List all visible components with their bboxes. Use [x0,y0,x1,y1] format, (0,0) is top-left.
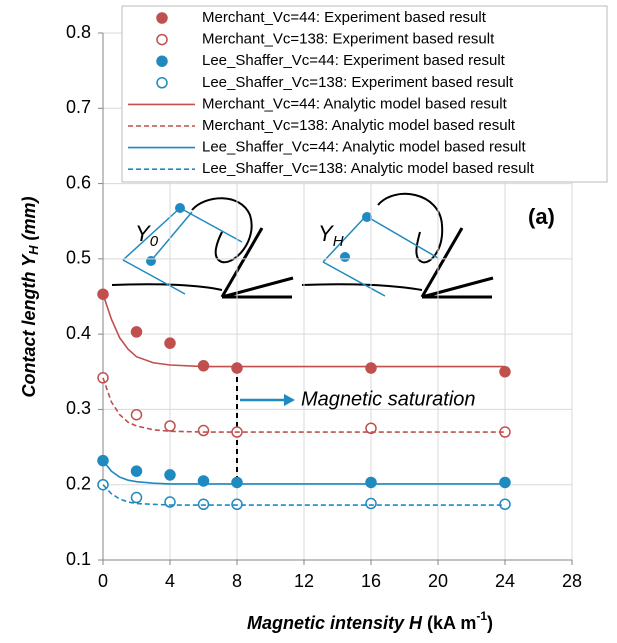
data-point [164,337,176,349]
x-axis-title-part: (kA m [422,613,476,633]
x-axis-title-part: Magnetic intensity H [247,613,423,633]
panel-label: (a) [528,204,555,229]
y-tick-label: 0.5 [66,248,91,268]
y-tick-label: 0.8 [66,22,91,42]
x-tick-label: 16 [361,571,381,591]
y-tick-label: 0.6 [66,172,91,192]
y-axis-title-part: Contact length Y [19,253,39,398]
legend-box [121,5,608,183]
data-point [365,476,377,489]
inset-sketch [111,192,494,299]
inset-label-part: Y [135,221,151,246]
inset-label-part: Y [318,221,334,246]
legend-label: Lee_Shaffer_Vc=44: Experiment based resu… [202,52,506,69]
y-tick-label: 0.1 [66,549,91,569]
x-tick-label: 24 [495,571,515,591]
y-axis-title: Contact length YH (mm) [19,196,42,397]
legend-label: Merchant_Vc=138: Experiment based result [202,31,495,48]
data-line [102,484,505,506]
legend-label: Merchant_Vc=138: Analytic model based re… [202,117,516,134]
y-tick-label: 0.2 [66,473,91,493]
data-point [130,326,143,338]
legend-label: Lee_Shaffer_Vc=138: Experiment based res… [202,74,514,91]
x-tick-label: 20 [428,571,448,591]
x-axis-title: Magnetic intensity H (kA m-1) [247,609,493,633]
y-axis-title-part: H [26,245,41,255]
data-point [164,420,176,432]
data-point [499,366,511,378]
legend-swatch [156,55,168,67]
data-point [499,476,511,489]
legend-label: Merchant_Vc=44: Experiment based result [202,9,487,26]
data-point [231,476,243,489]
data-point [365,497,377,510]
x-tick-label: 28 [562,571,582,591]
y-tick-label: 0.7 [66,97,91,117]
legend-label: Lee_Shaffer_Vc=44: Analytic model based … [202,139,527,156]
x-axis-title-part: ) [487,613,493,633]
x-tick-label: 12 [294,571,314,591]
saturation-arrowhead [284,394,295,406]
data-point [130,408,143,421]
inset-label-part: H [333,233,344,250]
data-line [102,460,505,485]
data-point [130,465,143,477]
legend-label: Merchant_Vc=44: Analytic model based res… [202,95,508,112]
inset-label-part: 0 [150,233,159,250]
inset-label: Y0 [135,221,159,250]
data-line [102,293,505,368]
data-point [231,362,243,374]
inset-label: YH [318,221,344,250]
data-point [365,422,377,434]
legend-label: Lee_Shaffer_Vc=138: Analytic model based… [202,160,535,177]
data-point [164,469,176,481]
x-tick-label: 8 [232,571,242,591]
legend-swatch [156,12,168,24]
data-line [102,377,505,433]
legend-swatch [156,33,168,46]
data-point [130,491,143,504]
y-tick-label: 0.3 [66,398,91,418]
data-point [365,362,377,374]
saturation-label: Magnetic saturation [301,388,476,410]
x-tick-label: 4 [165,571,175,591]
data-point [197,424,210,437]
x-tick-label: 0 [98,571,108,591]
y-tick-label: 0.4 [66,323,91,343]
legend-swatch [156,77,168,89]
x-axis-title-part: -1 [476,609,487,623]
y-axis-title-part: (mm) [19,196,39,245]
